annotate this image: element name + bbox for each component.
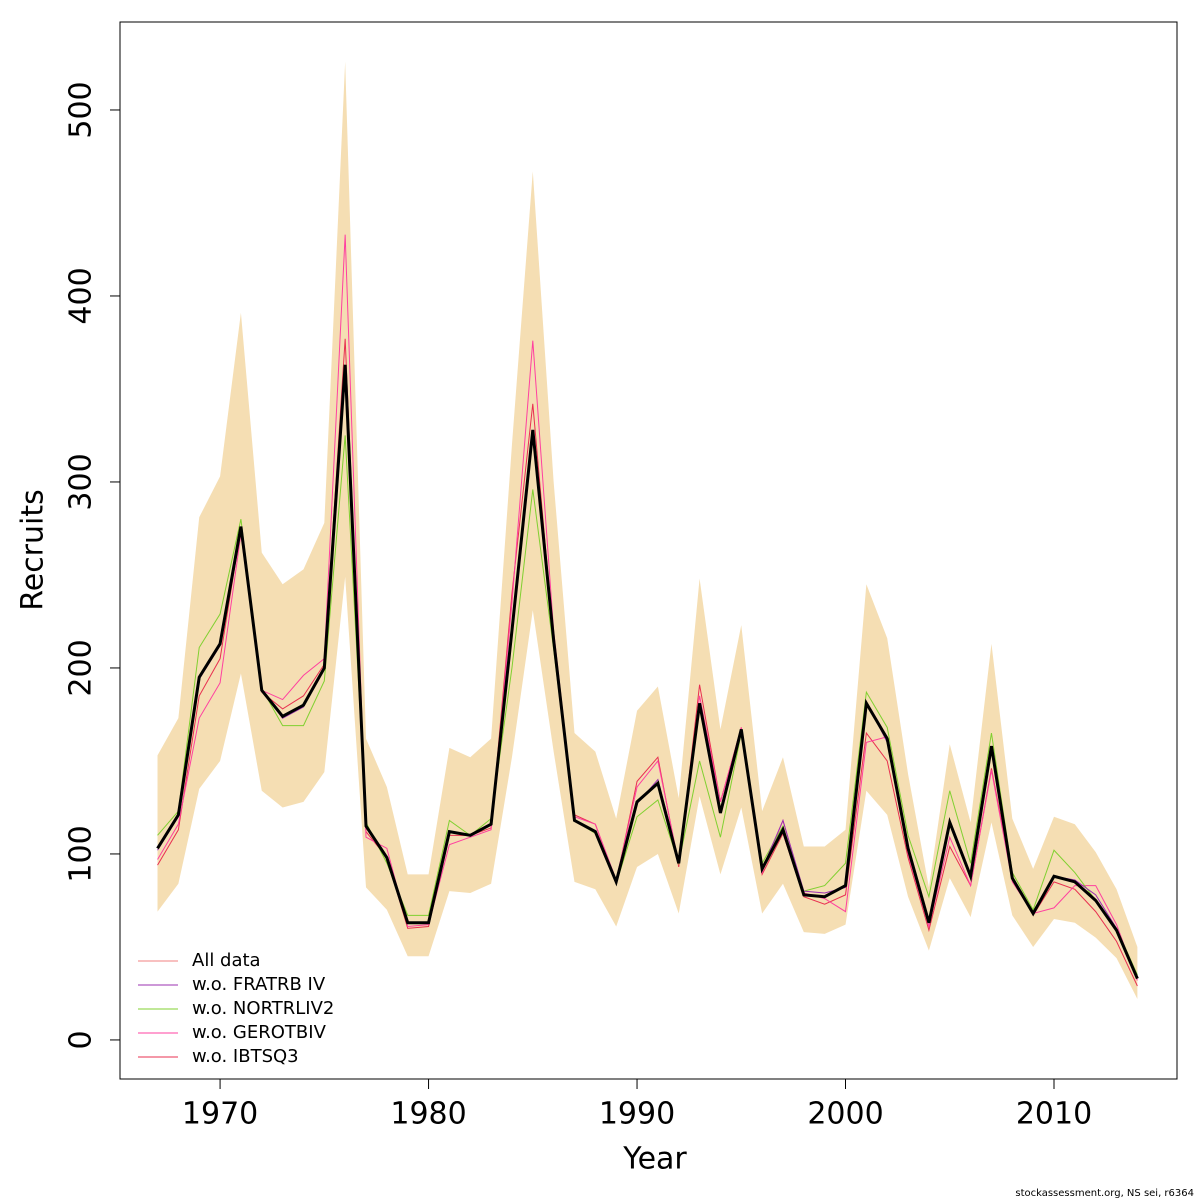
series-line xyxy=(156,364,1139,980)
confidence-band xyxy=(157,61,1138,1000)
y-axis-label: Recruits xyxy=(16,489,51,611)
x-axis-label: Year xyxy=(622,1142,687,1177)
series-line xyxy=(157,234,1138,981)
y-tick-label: 100 xyxy=(64,825,99,882)
x-tick-label: 2000 xyxy=(807,1097,883,1132)
y-tick-label: 0 xyxy=(64,1030,99,1049)
x-tick-label: 2010 xyxy=(1016,1097,1092,1132)
legend-label: w.o. IBTSQ3 xyxy=(192,1046,299,1067)
y-tick-label: 500 xyxy=(64,81,99,138)
x-tick-label: 1980 xyxy=(390,1097,466,1132)
legend-label: w.o. FRATRB IV xyxy=(192,974,326,995)
plot-frame xyxy=(119,21,1178,1080)
x-tick-label: 1970 xyxy=(182,1097,258,1132)
footer: stockassessment.org, NS sei, r6364 xyxy=(1015,1188,1194,1199)
x-tick-label: 1990 xyxy=(599,1097,675,1132)
y-tick-label: 300 xyxy=(64,453,99,510)
y-tick-label: 400 xyxy=(64,267,99,324)
y-tick-label: 200 xyxy=(64,639,99,696)
legend-label: w.o. GEROTBIV xyxy=(192,1022,327,1043)
legend-label: All data xyxy=(192,950,261,971)
legend-label: w.o. NORTRLIV2 xyxy=(192,998,334,1019)
series-line xyxy=(157,435,1138,976)
